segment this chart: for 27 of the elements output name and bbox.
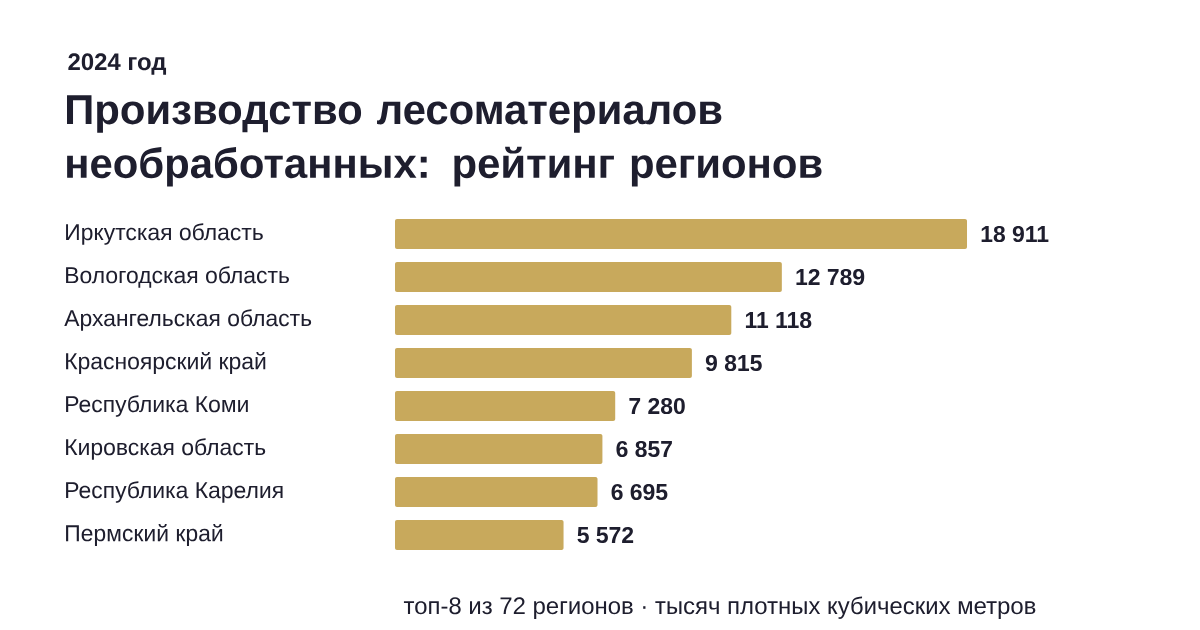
bar — [395, 262, 782, 292]
y-tick-label: Архангельская область — [64, 309, 312, 331]
y-tick-label: Красноярский край — [66, 352, 266, 374]
y-tick-label: Иркутская область — [66, 223, 263, 245]
data-label: 18 911 — [981, 225, 1049, 243]
bar — [395, 477, 598, 507]
bar — [395, 520, 564, 550]
y-tick-label: Пермский край — [66, 524, 223, 546]
y-tick-label: Вологодская область — [66, 266, 289, 288]
data-label: 11 118 — [745, 311, 812, 329]
data-label: 9 815 — [705, 354, 762, 372]
bar — [395, 348, 692, 378]
data-label: 5 572 — [577, 526, 634, 544]
bar — [395, 305, 732, 335]
y-tick-label: Республика Коми — [66, 395, 248, 417]
bar — [395, 219, 968, 249]
y-tick-label: Кировская область — [66, 438, 266, 460]
text: 2024 год — [68, 53, 167, 75]
data-label: 6 695 — [611, 483, 668, 501]
text: топ-8 из 72 регионов · тысяч плотных кубических метров — [403, 596, 1036, 619]
bar — [395, 434, 603, 464]
chart-title: Производство лесоматериалов необработанных: рейтинг регионов — [67, 95, 822, 187]
data-label: 12 789 — [796, 268, 865, 286]
data-label: 7 280 — [629, 397, 685, 415]
y-tick-label: Республика Карелия — [66, 481, 283, 503]
data-label: 6 857 — [616, 440, 672, 458]
bar — [395, 391, 616, 421]
